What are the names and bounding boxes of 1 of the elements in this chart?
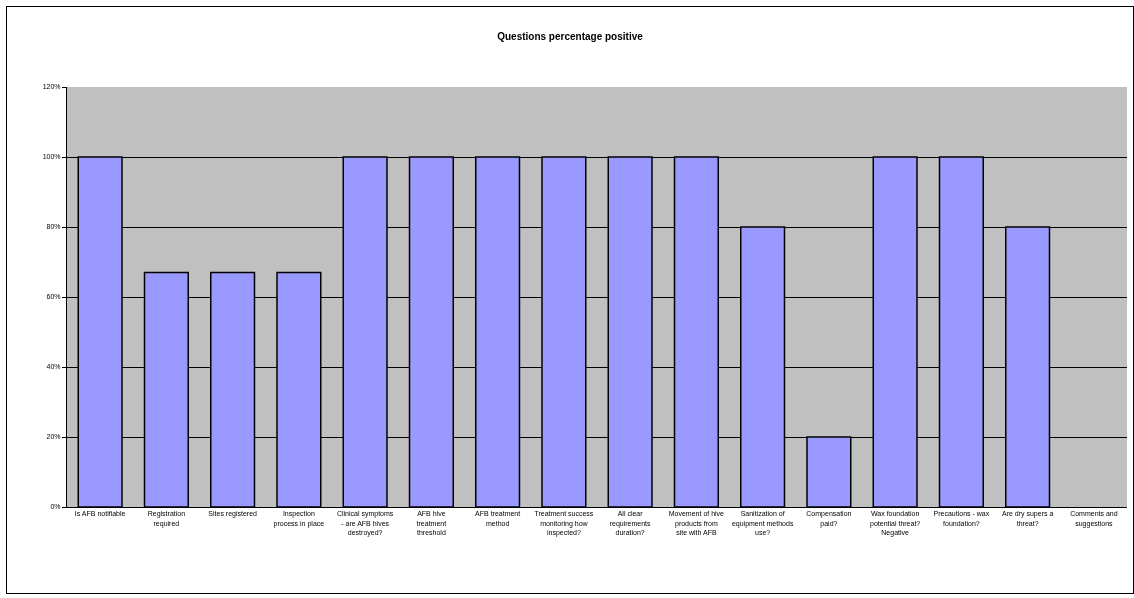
chart-title: Questions percentage positive (497, 31, 644, 43)
